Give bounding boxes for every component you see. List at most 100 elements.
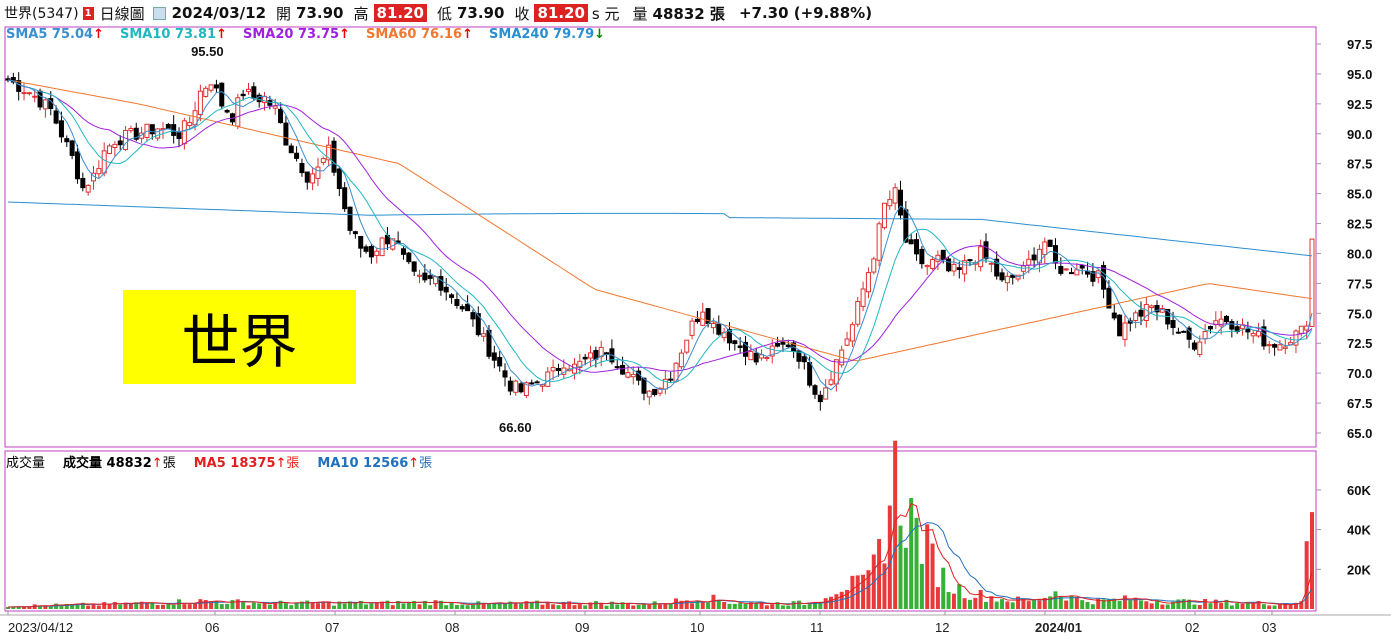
candle-body <box>32 95 38 98</box>
volume-bar <box>668 603 673 609</box>
candle-body <box>978 246 984 268</box>
volume-bar <box>604 605 609 609</box>
candle-body <box>855 300 861 325</box>
volume-bar <box>257 603 262 609</box>
candle-body <box>694 318 700 323</box>
volume-bar <box>588 602 593 609</box>
volume-bar <box>722 602 727 609</box>
volume-bar <box>203 600 208 609</box>
candle-body <box>1133 312 1139 321</box>
candle-body <box>892 187 898 204</box>
volume-bar <box>1021 598 1026 609</box>
arrow-up-icon: ↑ <box>216 27 227 42</box>
candle-body <box>235 97 241 127</box>
candle-body <box>577 360 583 368</box>
volume-bar <box>941 567 946 609</box>
volume-bar <box>75 603 80 609</box>
candle-body <box>523 382 529 397</box>
candle-body <box>775 342 781 347</box>
candle-body <box>331 140 337 173</box>
candle-body <box>1143 303 1149 322</box>
volume-bar <box>486 603 491 609</box>
candle-body <box>668 378 674 381</box>
volume-bar <box>513 603 518 609</box>
candle-body <box>85 184 91 193</box>
candle-body <box>780 341 786 345</box>
price-tick-label: 90.0 <box>1347 127 1372 142</box>
volume-bar <box>877 539 882 609</box>
volume-bar <box>973 597 978 609</box>
candle-body <box>620 364 626 375</box>
volume-bar <box>1310 512 1314 609</box>
ma5-legend-item[interactable]: MA5 18375↑張 <box>194 452 300 471</box>
sma20-legend[interactable]: SMA20 73.75↑ <box>243 27 350 45</box>
volume-panel-frame <box>4 450 1317 612</box>
volume-bar <box>107 604 112 609</box>
candle-body <box>112 143 118 149</box>
volume-bar <box>1096 598 1101 609</box>
volume-bar <box>796 600 801 609</box>
period-label[interactable]: 日線圖 <box>99 4 145 23</box>
volume-bar <box>1037 600 1042 609</box>
volume-bar <box>1165 604 1170 609</box>
open-value: 73.90 <box>296 4 344 22</box>
close-value: 81.20 <box>534 4 588 22</box>
checkbox-icon[interactable] <box>152 6 166 20</box>
x-tick-label: 07 <box>325 620 339 635</box>
volume-bar <box>989 596 994 609</box>
sma240-legend[interactable]: SMA240 79.79↓ <box>489 27 605 45</box>
candle-body <box>427 275 433 279</box>
change-value: +7.30 (+9.88%) <box>738 4 873 22</box>
volume-bar <box>1069 595 1074 609</box>
volume-bar <box>86 605 91 609</box>
volume-ma5-line <box>7 502 1313 608</box>
volume-bar <box>1138 600 1143 609</box>
stock-name[interactable]: 世界(5347) <box>4 6 79 22</box>
volume-bar <box>326 601 331 609</box>
candle-body <box>406 252 412 263</box>
candle-body <box>117 140 123 146</box>
sma10-legend[interactable]: SMA10 73.81↑ <box>120 27 227 45</box>
candle-body <box>1223 315 1229 323</box>
volume-bar <box>732 603 737 609</box>
volume-bar <box>406 601 411 609</box>
ma10-legend-item[interactable]: MA10 12566↑張 <box>317 452 432 471</box>
volume-bar <box>1171 601 1176 609</box>
candle-body <box>1149 305 1155 308</box>
candle-body <box>1122 322 1128 340</box>
volume-bar <box>241 601 246 609</box>
volume-bar <box>1288 604 1293 609</box>
volume-bar <box>508 601 513 609</box>
volume-bar <box>497 603 502 609</box>
candle-body <box>1138 309 1144 317</box>
candle-body <box>1052 245 1058 264</box>
volume-bar <box>893 440 898 609</box>
candle-body <box>630 373 636 378</box>
candle-body <box>374 250 380 256</box>
candle-body <box>1063 268 1069 271</box>
volume-bar <box>1155 601 1160 609</box>
candle-body <box>1117 314 1123 337</box>
volume-bar <box>460 604 465 609</box>
volume-bar <box>396 601 401 609</box>
candle-body <box>454 299 460 306</box>
volume-bar <box>967 599 972 609</box>
unit-label: s 元 <box>591 4 620 23</box>
candle-body <box>604 352 610 355</box>
volume-legend-item[interactable]: 成交量 48832↑張 <box>63 452 176 471</box>
sma60-legend[interactable]: SMA60 76.16↑ <box>366 27 473 45</box>
candle-body <box>123 129 129 151</box>
volume-bar <box>225 603 230 609</box>
ma5-unit: 張 <box>286 456 300 471</box>
volume-bar <box>70 604 75 609</box>
x-tick-label: 12 <box>935 620 949 635</box>
volume-bar <box>305 600 310 609</box>
candle-body <box>165 124 171 129</box>
candle-body <box>555 368 561 372</box>
sma5-legend[interactable]: SMA5 75.04↑ <box>6 27 104 45</box>
volume-bar <box>358 600 363 609</box>
volume-bar <box>1053 591 1058 609</box>
candle-body <box>844 338 850 346</box>
volume-bar <box>481 603 486 609</box>
